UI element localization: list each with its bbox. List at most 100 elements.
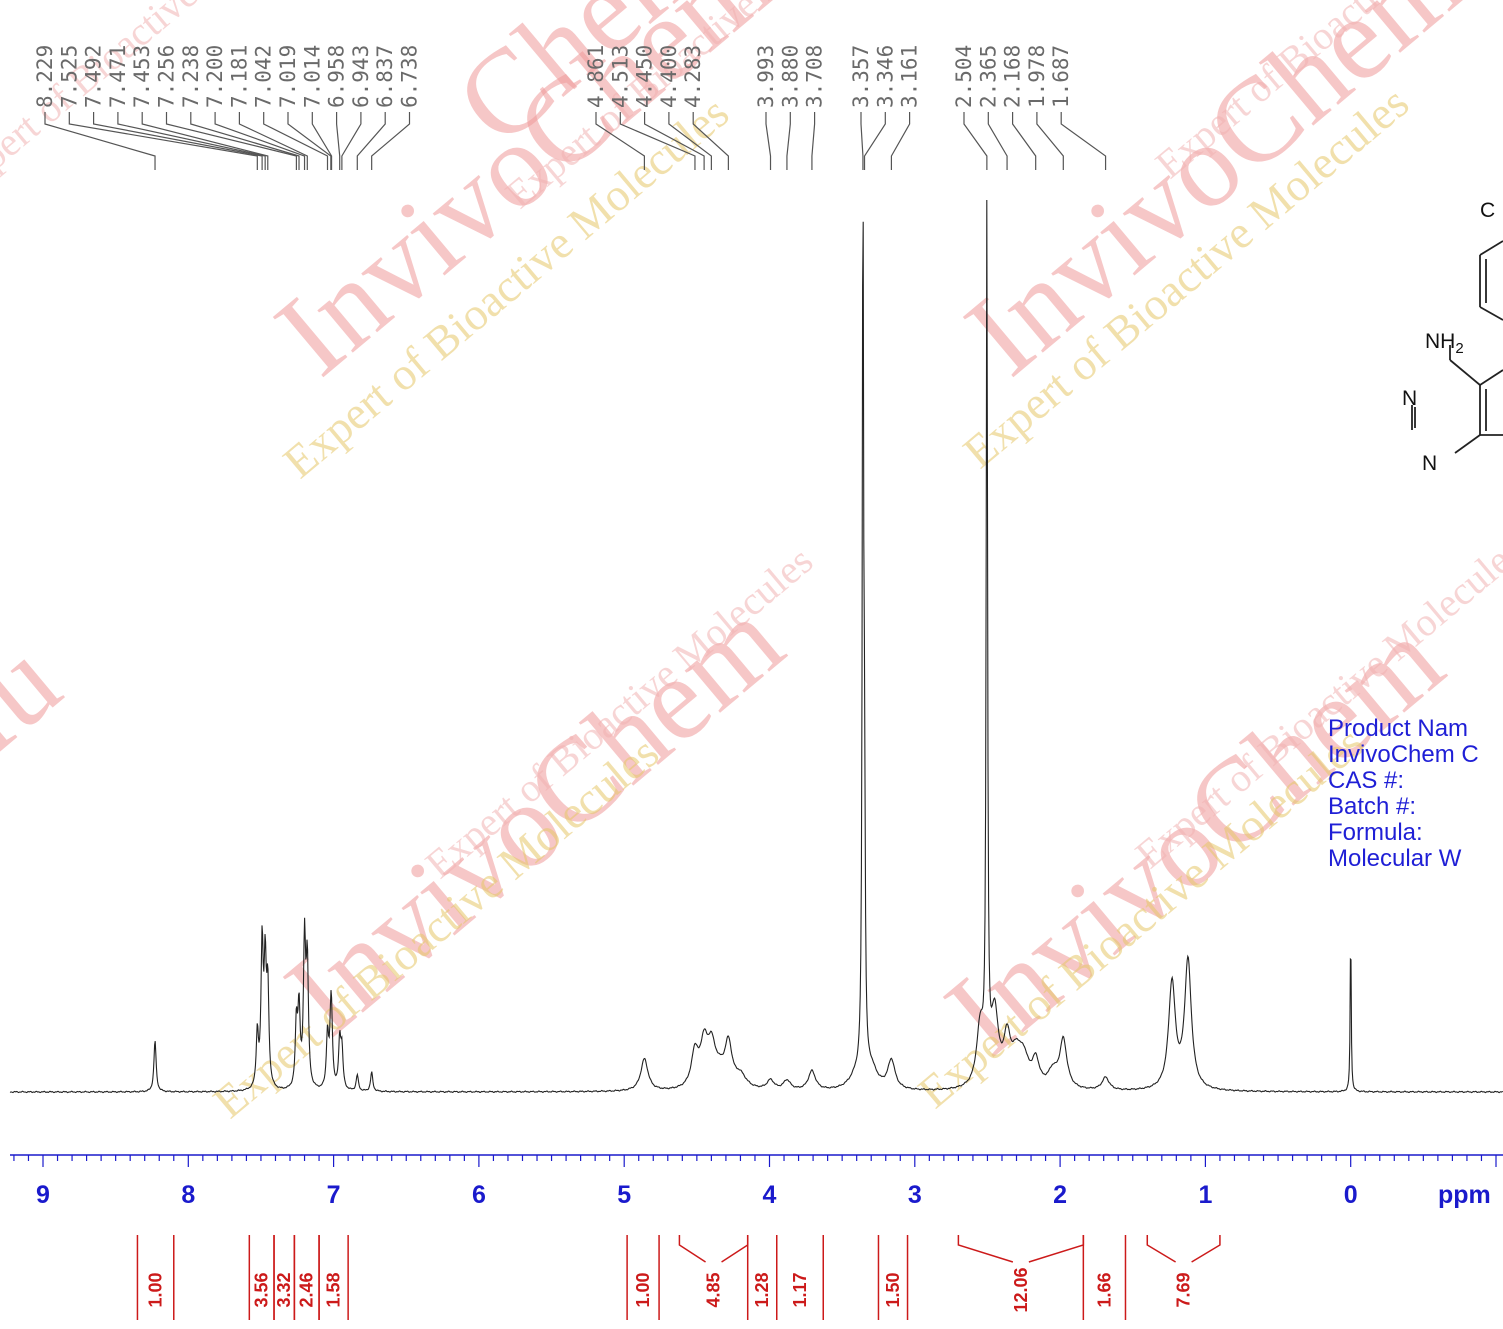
peak-connector (863, 112, 886, 170)
peak-connector (341, 112, 362, 170)
integral-label: 1.50 (883, 1272, 903, 1307)
x-tick-label: 2 (1053, 1181, 1067, 1209)
peak-label: 7.019 (276, 45, 300, 108)
peak-connector (692, 112, 729, 170)
structure-n2: N (1422, 452, 1437, 475)
peak-label: 1.978 (1025, 45, 1049, 108)
catalog-label: InvivoChem C (1328, 741, 1479, 768)
watermark-tagline: Expert of Bioactive Molecules (909, 716, 1373, 1117)
peak-label: 6.958 (325, 45, 349, 108)
peak-label: 6.943 (349, 45, 373, 108)
peak-label: 7.238 (179, 45, 203, 108)
peak-connector (356, 112, 386, 170)
x-tick-label: 4 (763, 1181, 777, 1209)
peak-label: 6.738 (398, 45, 422, 108)
peak-label: 7.525 (57, 45, 81, 108)
peak-connector (765, 112, 772, 170)
batch-label: Batch #: (1328, 793, 1417, 820)
peak-label: 7.453 (130, 45, 154, 108)
peak-connector (890, 112, 911, 170)
x-tick-label: 8 (181, 1181, 195, 1209)
x-tick-label: 0 (1344, 1181, 1358, 1209)
peak-connector (165, 112, 298, 170)
peak-label: 6.837 (373, 45, 397, 108)
peak-label: 3.993 (754, 45, 778, 108)
peak-connector (336, 112, 341, 170)
molecular-structure: C NH2 N N (1402, 199, 1503, 475)
peak-connector (963, 112, 988, 170)
peak-label: 4.861 (584, 45, 608, 108)
peak-connector (987, 112, 1008, 170)
structure-partial-atom: C (1480, 199, 1495, 222)
peak-label: 7.256 (155, 45, 179, 108)
peak-connector (93, 112, 263, 170)
x-axis: 9 8 7 6 5 4 3 2 1 0 ppm (10, 1154, 1503, 1209)
peak-connector (371, 112, 411, 170)
peak-label: 7.471 (106, 45, 130, 108)
peak-label: 3.880 (778, 45, 802, 108)
integral-label: 1.28 (752, 1272, 772, 1307)
peak-label: 4.450 (633, 45, 657, 108)
peak-connector (811, 112, 816, 170)
peak-label: 7.014 (300, 45, 324, 108)
product-info: Product Nam InvivoChem C CAS #: Batch #:… (1328, 716, 1479, 872)
x-tick-label: 1 (1198, 1181, 1212, 1209)
integral-label: 3.32 (274, 1272, 294, 1307)
peak-label: 4.513 (608, 45, 632, 108)
integral-label: 2.46 (297, 1272, 317, 1307)
integral-label: 1.66 (1094, 1272, 1114, 1307)
peak-label: 2.168 (1001, 45, 1025, 108)
integrals: 1.00 3.56 3.32 2.46 1.58 1.00 4.85 1.28 1.17 1.50… (136, 1235, 1221, 1320)
formula-label: Formula: (1328, 819, 1423, 846)
peak-connector (860, 112, 864, 170)
mw-label: Molecular W (1328, 845, 1462, 872)
integral-bracket (1146, 1235, 1221, 1263)
peak-label: 7.200 (203, 45, 227, 108)
peak-label: 4.400 (657, 45, 681, 108)
peak-label: 8.229 (33, 45, 57, 108)
peak-connectors (44, 112, 1107, 170)
x-tick-label: 6 (472, 1181, 486, 1209)
peak-connector (311, 112, 333, 170)
peak-connector (786, 112, 791, 170)
peak-label: 7.042 (252, 45, 276, 108)
product-name-label: Product Nam (1328, 715, 1469, 742)
peak-label: 7.492 (82, 45, 106, 108)
x-axis-title: ppm (1438, 1181, 1491, 1209)
structure-nh2: NH2 (1425, 330, 1464, 357)
watermark-brand: Iu (0, 614, 83, 780)
peak-labels: 8.229 7.525 7.492 7.471 7.453 7.256 7.238 7.200… (33, 45, 1073, 108)
peak-connector (1060, 112, 1107, 170)
integral-label: 1.00 (146, 1272, 166, 1307)
peak-label: 3.357 (849, 45, 873, 108)
integral-label: 12.06 (1011, 1267, 1031, 1312)
peak-connector (1036, 112, 1064, 170)
integral-label: 4.85 (704, 1272, 724, 1307)
integral-label: 1.58 (324, 1272, 344, 1307)
peak-label: 7.181 (227, 45, 251, 108)
integral-label: 1.00 (633, 1272, 653, 1307)
integral-label: 1.17 (790, 1272, 810, 1307)
peak-connector (44, 112, 156, 170)
x-tick-label: 5 (617, 1181, 631, 1209)
peak-label: 2.365 (976, 45, 1000, 108)
peak-connector (238, 112, 308, 170)
peak-connector (190, 112, 300, 170)
peak-connector (619, 112, 696, 170)
peak-connector (1012, 112, 1037, 170)
watermark-tagline: Expert of Bioactive Molecules (204, 726, 668, 1127)
peak-connector (214, 112, 306, 170)
peak-connector (595, 112, 645, 170)
structure-n1: N (1402, 387, 1417, 410)
peak-label: 1.687 (1049, 45, 1073, 108)
cas-label: CAS #: (1328, 767, 1405, 794)
integral-bracket (957, 1235, 1085, 1263)
peak-connector (287, 112, 332, 170)
peak-connector (644, 112, 705, 170)
peak-label: 3.708 (803, 45, 827, 108)
peak-label: 3.161 (898, 45, 922, 108)
integral-bracket (678, 1235, 749, 1263)
